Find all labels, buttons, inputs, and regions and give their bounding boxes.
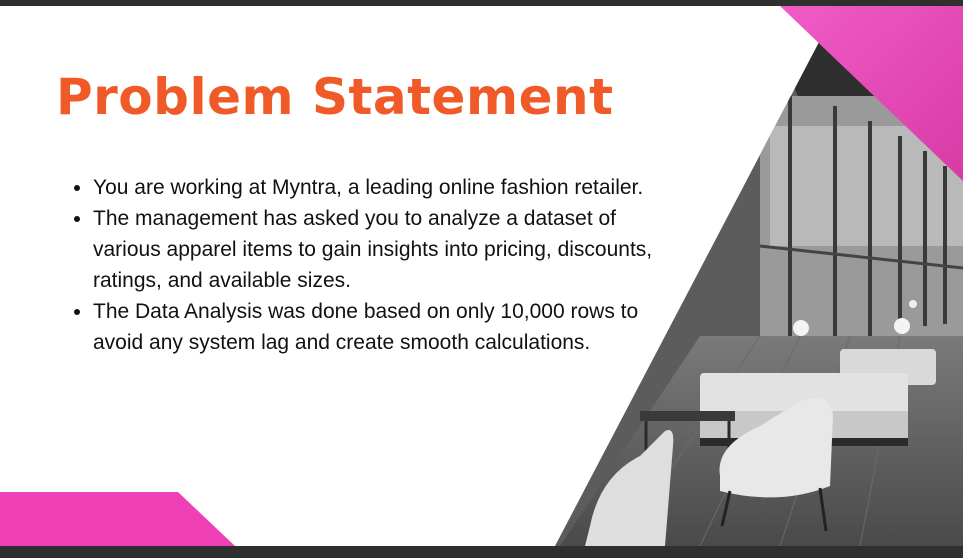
slide-background-graphics [0,6,963,546]
bullet-list: You are working at Myntra, a leading onl… [72,172,653,358]
pink-accent-top-right [780,6,963,181]
bullet-item: The Data Analysis was done based on only… [93,296,653,358]
window-bottom-bar [0,546,963,558]
presentation-slide: Problem Statement You are working at Myn… [0,6,963,546]
window-top-bar [0,0,963,6]
bullet-item: The management has asked you to analyze … [93,203,653,296]
slide-title: Problem Statement [56,68,614,126]
bullet-item: You are working at Myntra, a leading onl… [93,172,653,203]
pink-accent-bottom-left [0,492,235,546]
